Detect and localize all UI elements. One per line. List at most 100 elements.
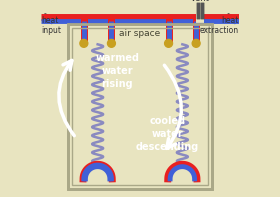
Bar [73, 105, 207, 106]
Bar [73, 69, 207, 71]
Bar [73, 128, 207, 130]
Bar [73, 170, 207, 171]
Bar [73, 153, 207, 154]
Bar [73, 134, 207, 135]
Bar [73, 157, 207, 159]
Bar [73, 171, 207, 172]
Bar [73, 106, 207, 108]
Bar [73, 108, 207, 109]
Bar [73, 65, 207, 67]
Bar [73, 117, 207, 119]
Bar [73, 181, 207, 182]
Bar [73, 126, 207, 127]
Bar [73, 78, 207, 79]
Bar [68, 24, 212, 189]
Bar [73, 167, 207, 168]
Bar [73, 93, 207, 94]
Bar [73, 72, 207, 73]
Bar [73, 49, 207, 50]
Text: warmed
water
rising: warmed water rising [95, 53, 139, 89]
Bar [73, 79, 207, 80]
Bar [73, 86, 207, 87]
Bar [73, 61, 207, 62]
Bar [73, 67, 207, 68]
Bar [73, 57, 207, 58]
Bar [73, 149, 207, 151]
Text: vent: vent [191, 0, 209, 3]
Bar [73, 53, 207, 54]
Bar [73, 156, 207, 157]
Bar [73, 113, 207, 115]
Bar [73, 102, 207, 104]
Text: cooled
water
descending: cooled water descending [136, 116, 199, 152]
Circle shape [165, 39, 172, 47]
Bar [73, 124, 207, 126]
Bar [73, 182, 207, 183]
Bar [73, 141, 207, 142]
Bar [73, 122, 207, 123]
Bar [73, 71, 207, 72]
Bar [73, 161, 207, 163]
Bar [73, 131, 207, 133]
Bar [73, 175, 207, 177]
Bar [73, 54, 207, 56]
Bar [73, 75, 207, 76]
Bar [73, 116, 207, 117]
Bar [73, 142, 207, 144]
Bar [73, 112, 207, 113]
Bar [73, 62, 207, 64]
Bar [73, 135, 207, 137]
Bar [73, 178, 207, 179]
Bar [73, 91, 207, 93]
Bar [68, 24, 212, 189]
Bar [73, 165, 207, 167]
Bar [73, 154, 207, 156]
Bar [73, 60, 207, 61]
Bar [73, 80, 207, 82]
Bar [73, 159, 207, 160]
Bar [73, 151, 207, 152]
Bar [73, 146, 207, 148]
Bar [73, 83, 207, 84]
Bar [73, 183, 207, 185]
Bar [73, 47, 207, 49]
Bar [73, 58, 207, 60]
Bar [73, 144, 207, 145]
Bar [73, 133, 207, 134]
Bar [73, 168, 207, 170]
Bar [73, 137, 207, 138]
Bar [73, 90, 207, 91]
Bar [73, 163, 207, 164]
Bar [73, 115, 207, 116]
Bar [73, 119, 207, 120]
Circle shape [80, 39, 88, 47]
Bar [73, 172, 207, 174]
Bar [73, 28, 207, 47]
Bar [73, 127, 207, 128]
Bar [73, 160, 207, 161]
Bar [73, 56, 207, 57]
Bar [73, 111, 207, 112]
Bar [73, 95, 207, 97]
Bar [73, 88, 207, 90]
Bar [73, 73, 207, 75]
Bar [73, 109, 207, 111]
Text: heat
extraction: heat extraction [199, 16, 239, 35]
Bar [73, 97, 207, 98]
Bar [73, 174, 207, 175]
Bar [73, 76, 207, 78]
Text: heat
input: heat input [41, 16, 62, 35]
Bar [73, 123, 207, 124]
Bar [73, 164, 207, 165]
Bar [73, 179, 207, 181]
Circle shape [108, 39, 115, 47]
Bar [73, 130, 207, 131]
Bar [73, 51, 207, 53]
Bar [73, 28, 207, 185]
Bar [73, 98, 207, 99]
Bar [73, 139, 207, 141]
Bar [73, 82, 207, 83]
Bar [73, 64, 207, 65]
Bar [73, 138, 207, 139]
Circle shape [192, 39, 200, 47]
